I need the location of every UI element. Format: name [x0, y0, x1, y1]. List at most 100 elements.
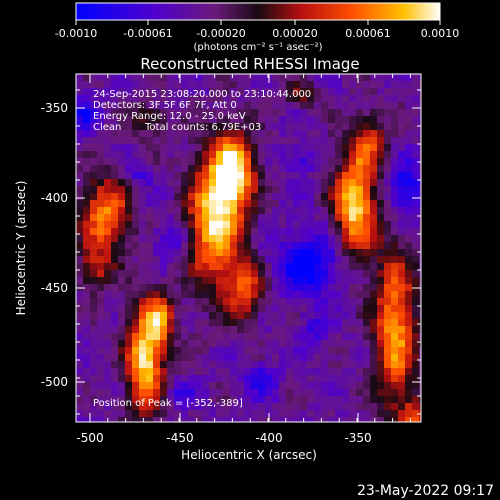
image-pixel — [251, 158, 259, 166]
image-pixel — [139, 228, 147, 236]
image-pixel — [342, 312, 350, 320]
image-pixel — [244, 403, 252, 411]
image-pixel — [76, 361, 84, 369]
image-pixel — [412, 347, 420, 355]
image-pixel — [111, 277, 119, 285]
image-pixel — [139, 102, 147, 110]
image-pixel — [188, 200, 196, 208]
image-pixel — [370, 410, 378, 418]
image-pixel — [272, 333, 280, 341]
image-pixel — [419, 228, 421, 236]
image-pixel — [90, 221, 98, 229]
image-pixel — [209, 228, 217, 236]
image-pixel — [293, 298, 301, 306]
image-pixel — [328, 151, 336, 159]
image-pixel — [160, 403, 168, 411]
image-pixel — [244, 116, 252, 124]
image-pixel — [167, 74, 175, 82]
image-pixel — [216, 151, 224, 159]
image-pixel — [265, 312, 273, 320]
image-pixel — [174, 228, 182, 236]
image-pixel — [195, 312, 203, 320]
image-pixel — [202, 158, 210, 166]
image-pixel — [342, 81, 350, 89]
image-pixel — [237, 228, 245, 236]
image-pixel — [97, 319, 105, 327]
image-pixel — [314, 116, 322, 124]
image-pixel — [230, 172, 238, 180]
image-pixel — [286, 375, 294, 383]
image-pixel — [111, 228, 119, 236]
image-pixel — [216, 256, 224, 264]
image-pixel — [216, 249, 224, 257]
colorbar-tick-label: 0.00020 — [272, 27, 318, 40]
image-pixel — [174, 186, 182, 194]
image-pixel — [202, 396, 210, 404]
image-pixel — [97, 396, 105, 404]
image-pixel — [370, 263, 378, 271]
image-pixel — [314, 263, 322, 271]
image-pixel — [398, 165, 406, 173]
image-pixel — [223, 263, 231, 271]
image-pixel — [370, 81, 378, 89]
image-pixel — [265, 368, 273, 376]
image-pixel — [195, 95, 203, 103]
image-pixel — [398, 130, 406, 138]
image-pixel — [223, 319, 231, 327]
image-pixel — [356, 312, 364, 320]
image-pixel — [76, 305, 84, 313]
image-pixel — [342, 186, 350, 194]
image-pixel — [356, 375, 364, 383]
image-pixel — [384, 333, 392, 341]
image-pixel — [265, 298, 273, 306]
image-pixel — [258, 228, 266, 236]
image-pixel — [188, 263, 196, 271]
image-pixel — [293, 347, 301, 355]
image-pixel — [90, 263, 98, 271]
image-pixel — [90, 123, 98, 131]
image-pixel — [125, 116, 133, 124]
image-pixel — [104, 116, 112, 124]
image-pixel — [83, 95, 91, 103]
image-pixel — [230, 298, 238, 306]
image-pixel — [83, 382, 91, 390]
image-pixel — [216, 277, 224, 285]
image-pixel — [328, 144, 336, 152]
image-pixel — [265, 221, 273, 229]
image-pixel — [230, 207, 238, 215]
image-pixel — [188, 389, 196, 397]
image-pixel — [216, 88, 224, 96]
image-pixel — [419, 137, 421, 145]
image-pixel — [216, 200, 224, 208]
image-pixel — [363, 354, 371, 362]
image-pixel — [251, 109, 259, 117]
image-pixel — [104, 375, 112, 383]
image-pixel — [398, 263, 406, 271]
image-pixel — [405, 109, 413, 117]
image-pixel — [307, 277, 315, 285]
image-pixel — [132, 193, 140, 201]
image-pixel — [328, 221, 336, 229]
image-pixel — [160, 270, 168, 278]
image-pixel — [230, 291, 238, 299]
image-pixel — [419, 74, 421, 82]
image-pixel — [244, 95, 252, 103]
image-pixel — [160, 214, 168, 222]
image-pixel — [391, 137, 399, 145]
image-pixel — [321, 109, 329, 117]
image-pixel — [125, 179, 133, 187]
image-pixel — [97, 312, 105, 320]
image-pixel — [405, 389, 413, 397]
image-pixel — [391, 417, 399, 422]
image-pixel — [104, 326, 112, 334]
image-pixel — [300, 277, 308, 285]
image-pixel — [363, 277, 371, 285]
image-pixel — [202, 74, 210, 82]
image-pixel — [293, 221, 301, 229]
image-pixel — [335, 396, 343, 404]
image-pixel — [335, 277, 343, 285]
image-pixel — [104, 382, 112, 390]
image-pixel — [307, 81, 315, 89]
image-pixel — [370, 375, 378, 383]
image-pixel — [174, 417, 182, 422]
